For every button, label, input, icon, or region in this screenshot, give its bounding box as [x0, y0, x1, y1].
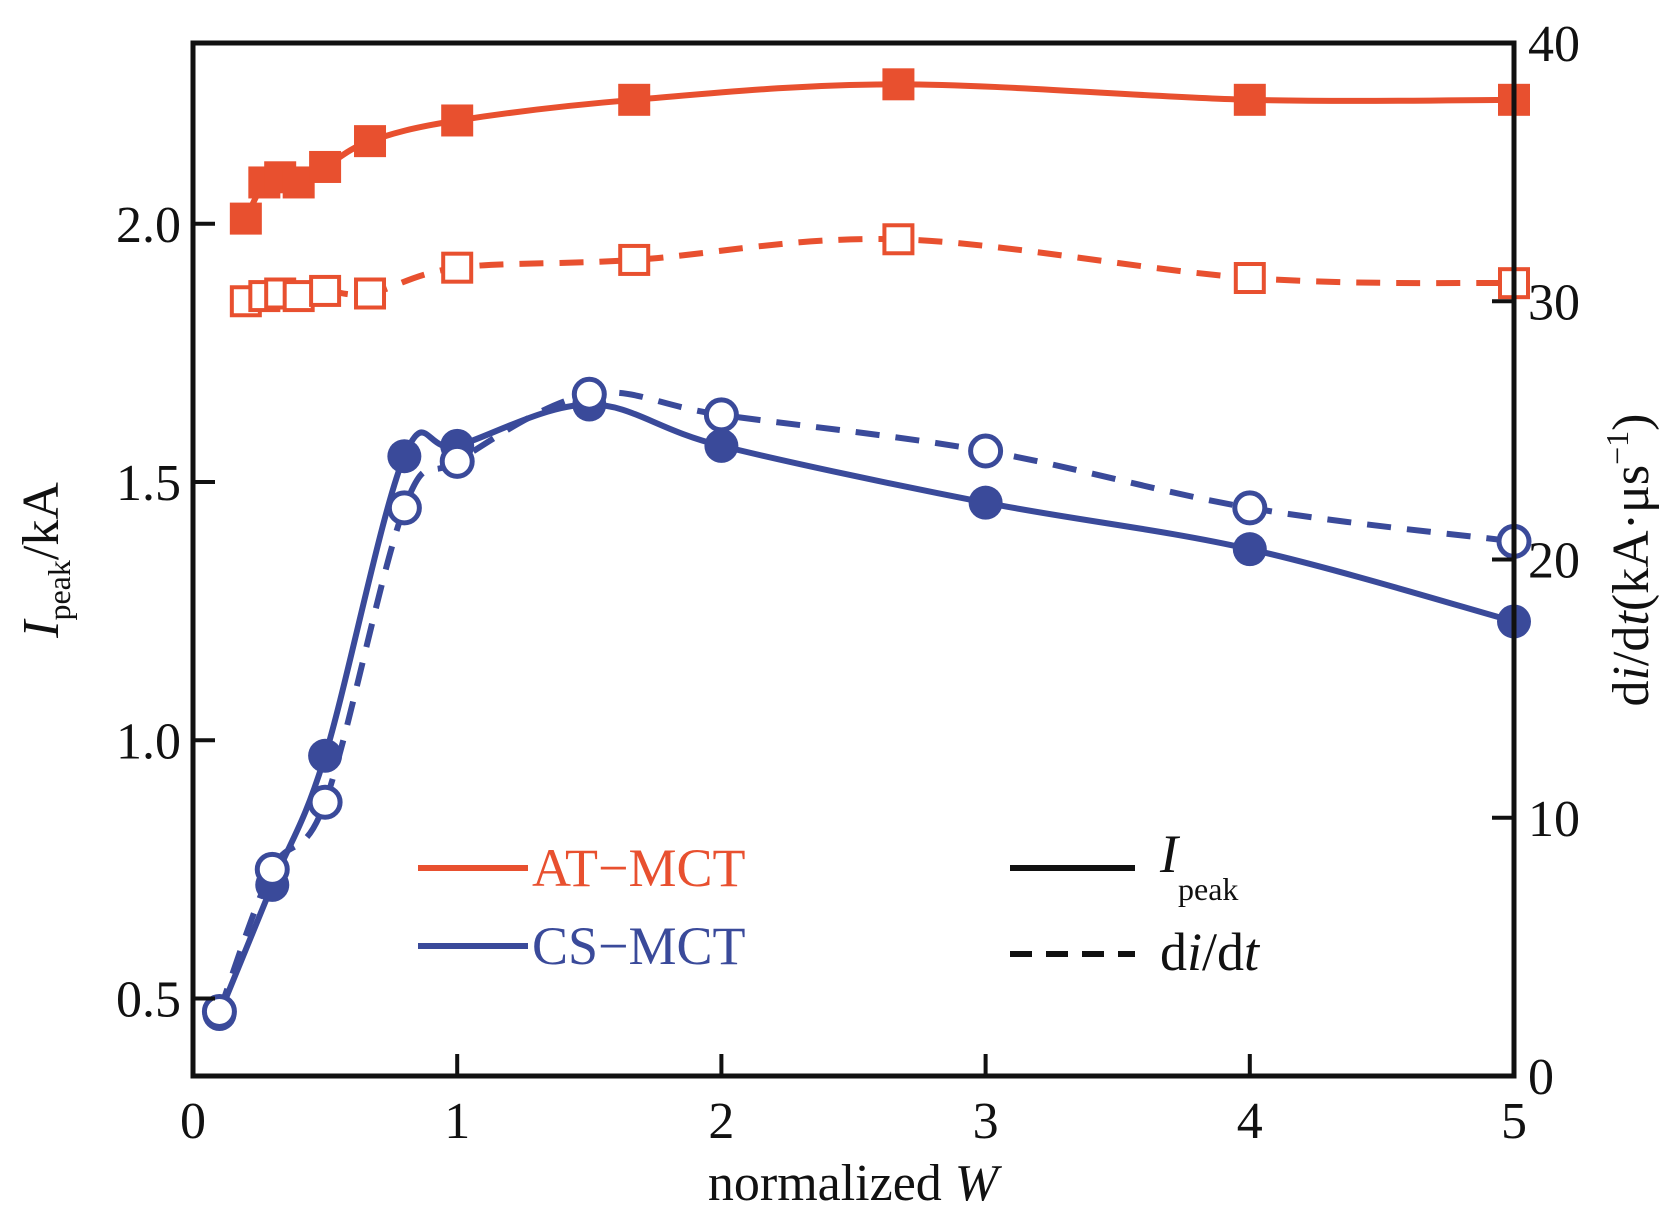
plot-markers-layer [201, 68, 1532, 1032]
legend-label-didt: di/dt [1160, 922, 1261, 982]
y-right-tick-label: 40 [1528, 16, 1580, 73]
x-axis-title-prefix: normalized [708, 1155, 955, 1212]
data-point-at-didt [618, 243, 651, 276]
x-tick-label: 1 [444, 1093, 470, 1150]
y-right-tick-label: 0 [1528, 1049, 1554, 1106]
legend-label-ipeak-sub: peak [1178, 871, 1238, 907]
y-axis-left-title-subscript: peak [41, 560, 77, 620]
y-right-tick-label: 10 [1528, 791, 1580, 848]
x-tick-label: 2 [708, 1093, 734, 1150]
y-axis-right-title-superscript: −1 [1599, 431, 1635, 465]
legend-label-didt-part: t [1244, 922, 1261, 982]
data-point-at-didt [309, 274, 342, 307]
y-axis-right-title-part: d [1603, 681, 1660, 707]
data-point-at-didt [1233, 262, 1266, 295]
plot-lines-layer [216, 81, 1515, 1016]
data-point-cs-ipeak [704, 428, 739, 463]
x-axis: 0 1 2 3 4 5 [180, 1054, 1527, 1150]
legend-label-at-mct: AT−MCT [532, 838, 745, 898]
x-axis-title: normalized W [708, 1155, 1003, 1212]
data-point-cs-didt [968, 433, 1004, 469]
data-point-at-ipeak [229, 202, 262, 235]
legend: AT−MCT CS−MCT Ipeak di/dt [418, 824, 1261, 982]
data-point-at-ipeak [441, 104, 474, 137]
data-point-cs-didt [439, 443, 475, 479]
data-point-at-ipeak [354, 125, 387, 158]
data-point-at-didt [441, 251, 474, 284]
x-tick-label: 3 [973, 1093, 999, 1150]
data-point-cs-ipeak [968, 485, 1003, 520]
data-point-at-didt [282, 280, 315, 313]
data-point-cs-ipeak [387, 439, 422, 474]
data-point-cs-didt [571, 376, 607, 412]
x-tick-label: 5 [1501, 1093, 1527, 1150]
y-right-tick-label: 30 [1528, 274, 1580, 331]
y-left-tick-label: 0.5 [116, 972, 181, 1029]
y-left-tick-label: 1.5 [116, 455, 181, 512]
y-axis-left: 0.5 1.0 1.5 2.0 [116, 197, 215, 1029]
series-line-cs-didt [216, 389, 1515, 1013]
legend-label-didt-part: d [1160, 922, 1187, 982]
y-axis-right-title-part: /d [1603, 626, 1660, 666]
y-left-tick-label: 1.0 [116, 713, 181, 770]
data-point-at-ipeak [882, 68, 915, 101]
y-left-tick-label: 2.0 [116, 197, 181, 254]
y-axis-right-title-part: t [1603, 610, 1660, 626]
x-tick-label: 4 [1237, 1093, 1263, 1150]
legend-label-ipeak: Ipeak [1159, 824, 1238, 907]
data-point-cs-ipeak [308, 738, 343, 773]
data-point-at-didt [882, 223, 915, 256]
series-line-at-didt [245, 235, 1515, 305]
x-axis-title-variable: W [955, 1155, 1003, 1212]
y-axis-right-title-part: (kA·μs [1603, 465, 1660, 611]
y-axis-right-title: di/dt(kA·μs−1) [1599, 413, 1660, 706]
data-point-cs-didt [201, 993, 237, 1029]
data-point-cs-didt [254, 851, 290, 887]
legend-label-didt-part: /d [1202, 922, 1244, 982]
data-point-cs-didt [1232, 490, 1268, 526]
data-point-cs-didt [703, 397, 739, 433]
data-point-at-ipeak [618, 83, 651, 116]
x-tick-label: 0 [180, 1093, 206, 1150]
series-line-at-ipeak [243, 81, 1515, 220]
data-point-cs-ipeak [1232, 532, 1267, 567]
y-axis-left-title-variable: I [13, 618, 70, 639]
data-point-at-ipeak [1233, 83, 1266, 116]
data-point-cs-didt [307, 784, 343, 820]
y-right-tick-label: 20 [1528, 533, 1580, 590]
y-axis-right-title-part: i [1603, 666, 1660, 680]
data-point-at-didt [354, 277, 387, 310]
y-axis-right-title-part: ) [1603, 413, 1660, 430]
data-point-at-ipeak [309, 150, 342, 183]
legend-label-ipeak-var: I [1159, 824, 1181, 884]
legend-label-didt-part: i [1187, 922, 1202, 982]
y-axis-left-title: Ipeak/kA [13, 482, 77, 639]
y-axis-right: 0 10 20 30 40 [1492, 16, 1580, 1106]
legend-label-cs-mct: CS−MCT [532, 916, 746, 976]
data-point-cs-didt [386, 490, 422, 526]
y-axis-left-title-unit: /kA [13, 482, 70, 560]
